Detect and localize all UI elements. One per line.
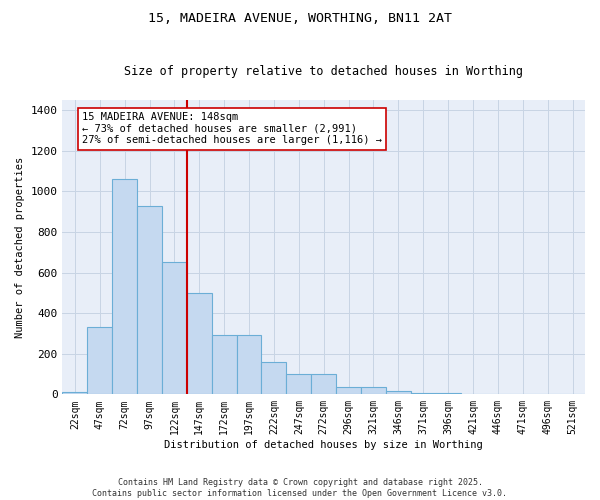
Bar [162, 262, 187, 394]
Bar [361, 387, 386, 394]
Text: 15, MADEIRA AVENUE, WORTHING, BN11 2AT: 15, MADEIRA AVENUE, WORTHING, BN11 2AT [148, 12, 452, 26]
Bar [137, 206, 162, 394]
Bar [386, 392, 411, 394]
Bar [411, 393, 436, 394]
Bar [336, 387, 361, 394]
Title: Size of property relative to detached houses in Worthing: Size of property relative to detached ho… [124, 65, 523, 78]
Bar [286, 374, 311, 394]
Bar [262, 362, 286, 394]
Bar [236, 336, 262, 394]
Text: 15 MADEIRA AVENUE: 148sqm
← 73% of detached houses are smaller (2,991)
27% of se: 15 MADEIRA AVENUE: 148sqm ← 73% of detac… [82, 112, 382, 146]
Bar [187, 293, 212, 394]
Y-axis label: Number of detached properties: Number of detached properties [15, 156, 25, 338]
Bar [212, 336, 236, 394]
Bar [311, 374, 336, 394]
Bar [62, 392, 88, 394]
Bar [112, 179, 137, 394]
Bar [436, 393, 461, 394]
X-axis label: Distribution of detached houses by size in Worthing: Distribution of detached houses by size … [164, 440, 483, 450]
Text: Contains HM Land Registry data © Crown copyright and database right 2025.
Contai: Contains HM Land Registry data © Crown c… [92, 478, 508, 498]
Bar [88, 328, 112, 394]
